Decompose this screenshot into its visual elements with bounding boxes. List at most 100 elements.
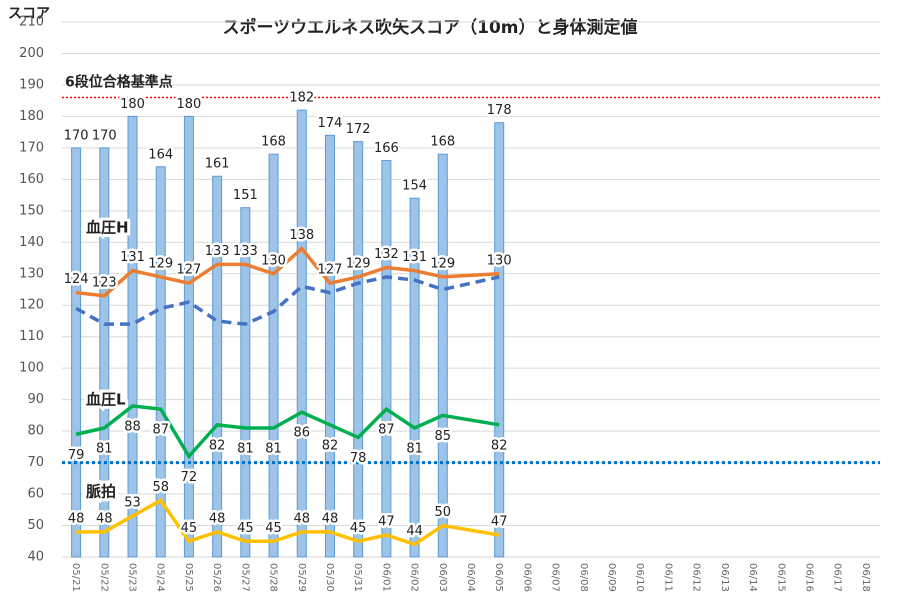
data-label: 48: [293, 511, 310, 526]
y-tick-label: 130: [19, 266, 44, 281]
x-tick-label: 06/04: [465, 563, 476, 592]
line: [75, 404, 500, 460]
y-tick-label: 140: [19, 235, 44, 250]
bar: [183, 115, 194, 558]
data-label: 138: [289, 228, 314, 243]
x-tick-label: 06/06: [521, 563, 532, 592]
data-label: 170: [64, 128, 89, 143]
x-tick-label: 06/17: [832, 563, 843, 592]
data-label: 87: [152, 423, 169, 438]
data-label: 161: [205, 157, 230, 172]
data-label: 72: [181, 470, 198, 485]
data-label: 48: [209, 511, 226, 526]
data-label: 127: [177, 263, 202, 278]
data-label: 81: [96, 441, 113, 456]
line: [75, 246, 500, 298]
y-tick-label: 70: [27, 455, 44, 470]
y-tick-label: 90: [27, 392, 44, 407]
data-label: 133: [205, 244, 230, 259]
y-tick-label: 120: [19, 298, 44, 313]
data-label: 129: [346, 256, 371, 271]
x-tick-label: 05/21: [70, 563, 81, 592]
x-tick-label: 06/08: [578, 563, 589, 592]
bar: [409, 197, 420, 558]
data-label: 180: [177, 97, 202, 112]
x-tick-label: 05/22: [98, 563, 109, 592]
x-tick-label: 05/29: [296, 563, 307, 592]
data-label: 82: [322, 438, 339, 453]
x-tick-label: 06/16: [803, 563, 814, 592]
data-label: 85: [435, 429, 452, 444]
y-tick-label: 110: [19, 329, 44, 344]
y-tick-label: 150: [19, 203, 44, 218]
bar: [127, 115, 138, 558]
y-tick-label: 200: [19, 46, 44, 61]
y-axis-label: スコア: [8, 6, 50, 22]
bar: [494, 122, 505, 558]
data-label: 130: [487, 253, 512, 268]
data-label: 174: [318, 116, 343, 131]
x-tick-label: 06/01: [380, 563, 391, 592]
x-tick-label: 05/30: [324, 563, 335, 592]
data-label: 45: [265, 521, 282, 536]
data-label: 182: [289, 91, 314, 106]
x-tick-label: 05/25: [183, 563, 194, 592]
x-tick-label: 06/07: [550, 563, 561, 592]
line: [75, 275, 500, 326]
data-label: 48: [68, 511, 85, 526]
bar: [381, 159, 392, 558]
bar: [212, 175, 223, 558]
y-tick-label: 190: [19, 77, 44, 92]
data-label: 129: [148, 256, 173, 271]
data-label: 172: [346, 122, 371, 137]
data-label: 81: [406, 441, 423, 456]
bar: [268, 153, 279, 558]
data-label: 87: [378, 423, 395, 438]
data-label: 45: [237, 521, 254, 536]
data-label: 48: [322, 511, 339, 526]
series-label: 脈拍: [86, 483, 116, 501]
bar: [99, 147, 110, 558]
bar: [296, 109, 307, 558]
data-label: 88: [124, 419, 141, 434]
x-tick-label: 06/12: [691, 563, 702, 592]
x-tick-label: 05/23: [127, 563, 138, 592]
x-tick-label: 05/28: [268, 563, 279, 592]
data-label: 47: [491, 514, 508, 529]
bar: [353, 141, 364, 558]
data-label: 164: [148, 147, 173, 162]
x-tick-label: 06/11: [662, 563, 673, 592]
x-tick-label: 05/26: [211, 563, 222, 592]
data-label: 131: [402, 250, 427, 265]
x-tick-label: 05/31: [352, 563, 363, 592]
data-label: 166: [374, 141, 399, 156]
data-label: 124: [64, 272, 89, 287]
data-label: 78: [350, 451, 367, 466]
y-tick-label: 50: [27, 518, 44, 533]
data-label: 168: [261, 135, 286, 150]
data-label: 82: [209, 438, 226, 453]
x-tick-label: 06/05: [493, 563, 504, 592]
y-tick-label: 170: [19, 140, 44, 155]
data-label: 50: [435, 505, 452, 520]
data-label: 82: [491, 438, 508, 453]
data-label: 79: [68, 448, 85, 463]
data-label: 86: [293, 426, 310, 441]
data-label: 129: [430, 256, 455, 271]
data-label: 178: [487, 103, 512, 118]
x-tick-label: 06/02: [409, 563, 420, 592]
data-label: 127: [318, 263, 343, 278]
data-label: 168: [430, 135, 455, 150]
data-label: 133: [233, 244, 258, 259]
y-tick-label: 80: [27, 424, 44, 439]
bar: [71, 147, 82, 558]
x-tick-label: 05/24: [155, 563, 166, 592]
y-tick-label: 40: [27, 550, 44, 565]
bar: [437, 153, 448, 558]
y-tick-label: 160: [19, 172, 44, 187]
reference-label: 6段位合格基準点: [65, 74, 173, 91]
line: [76, 498, 500, 547]
data-label: 48: [96, 511, 113, 526]
x-tick-label: 06/09: [606, 563, 617, 592]
chart-title: スポーツウエルネス吹矢スコア（10m）と身体測定値: [222, 17, 637, 38]
